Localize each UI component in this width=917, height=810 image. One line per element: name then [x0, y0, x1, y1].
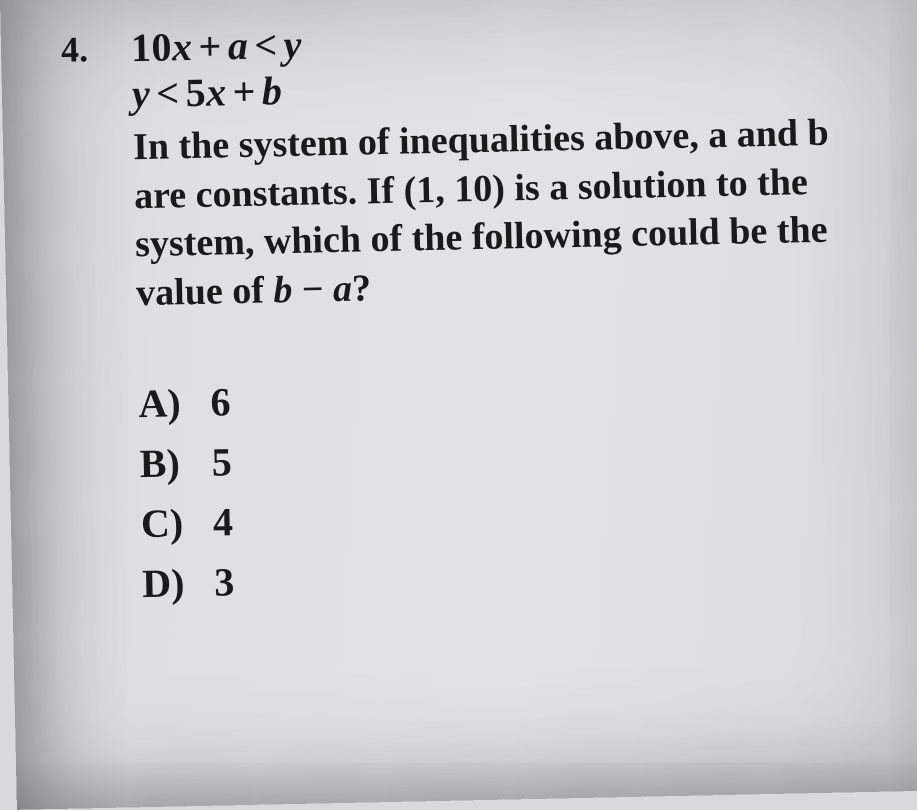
choice-label: A) [138, 372, 197, 433]
question-stem: In the system of inequalities above, a a… [133, 108, 888, 318]
question-body: 10x+a<y y<5x+b In the system of inequali… [131, 10, 888, 318]
choice-label: B) [139, 432, 198, 493]
answer-choices: A) 6 B) 5 C) 4 D) 3 [138, 358, 894, 614]
question-page: 4. 10x+a<y y<5x+b In the system of inequ… [0, 0, 917, 810]
choice-label: C) [140, 492, 199, 553]
choice-value: 6 [210, 372, 231, 432]
choice-value: 4 [212, 492, 233, 552]
question-row: 4. 10x+a<y y<5x+b In the system of inequ… [61, 10, 888, 320]
question-number: 4. [61, 25, 132, 70]
choice-label: D) [142, 552, 201, 613]
choice-value: 3 [214, 552, 235, 612]
choice-value: 5 [211, 432, 232, 492]
